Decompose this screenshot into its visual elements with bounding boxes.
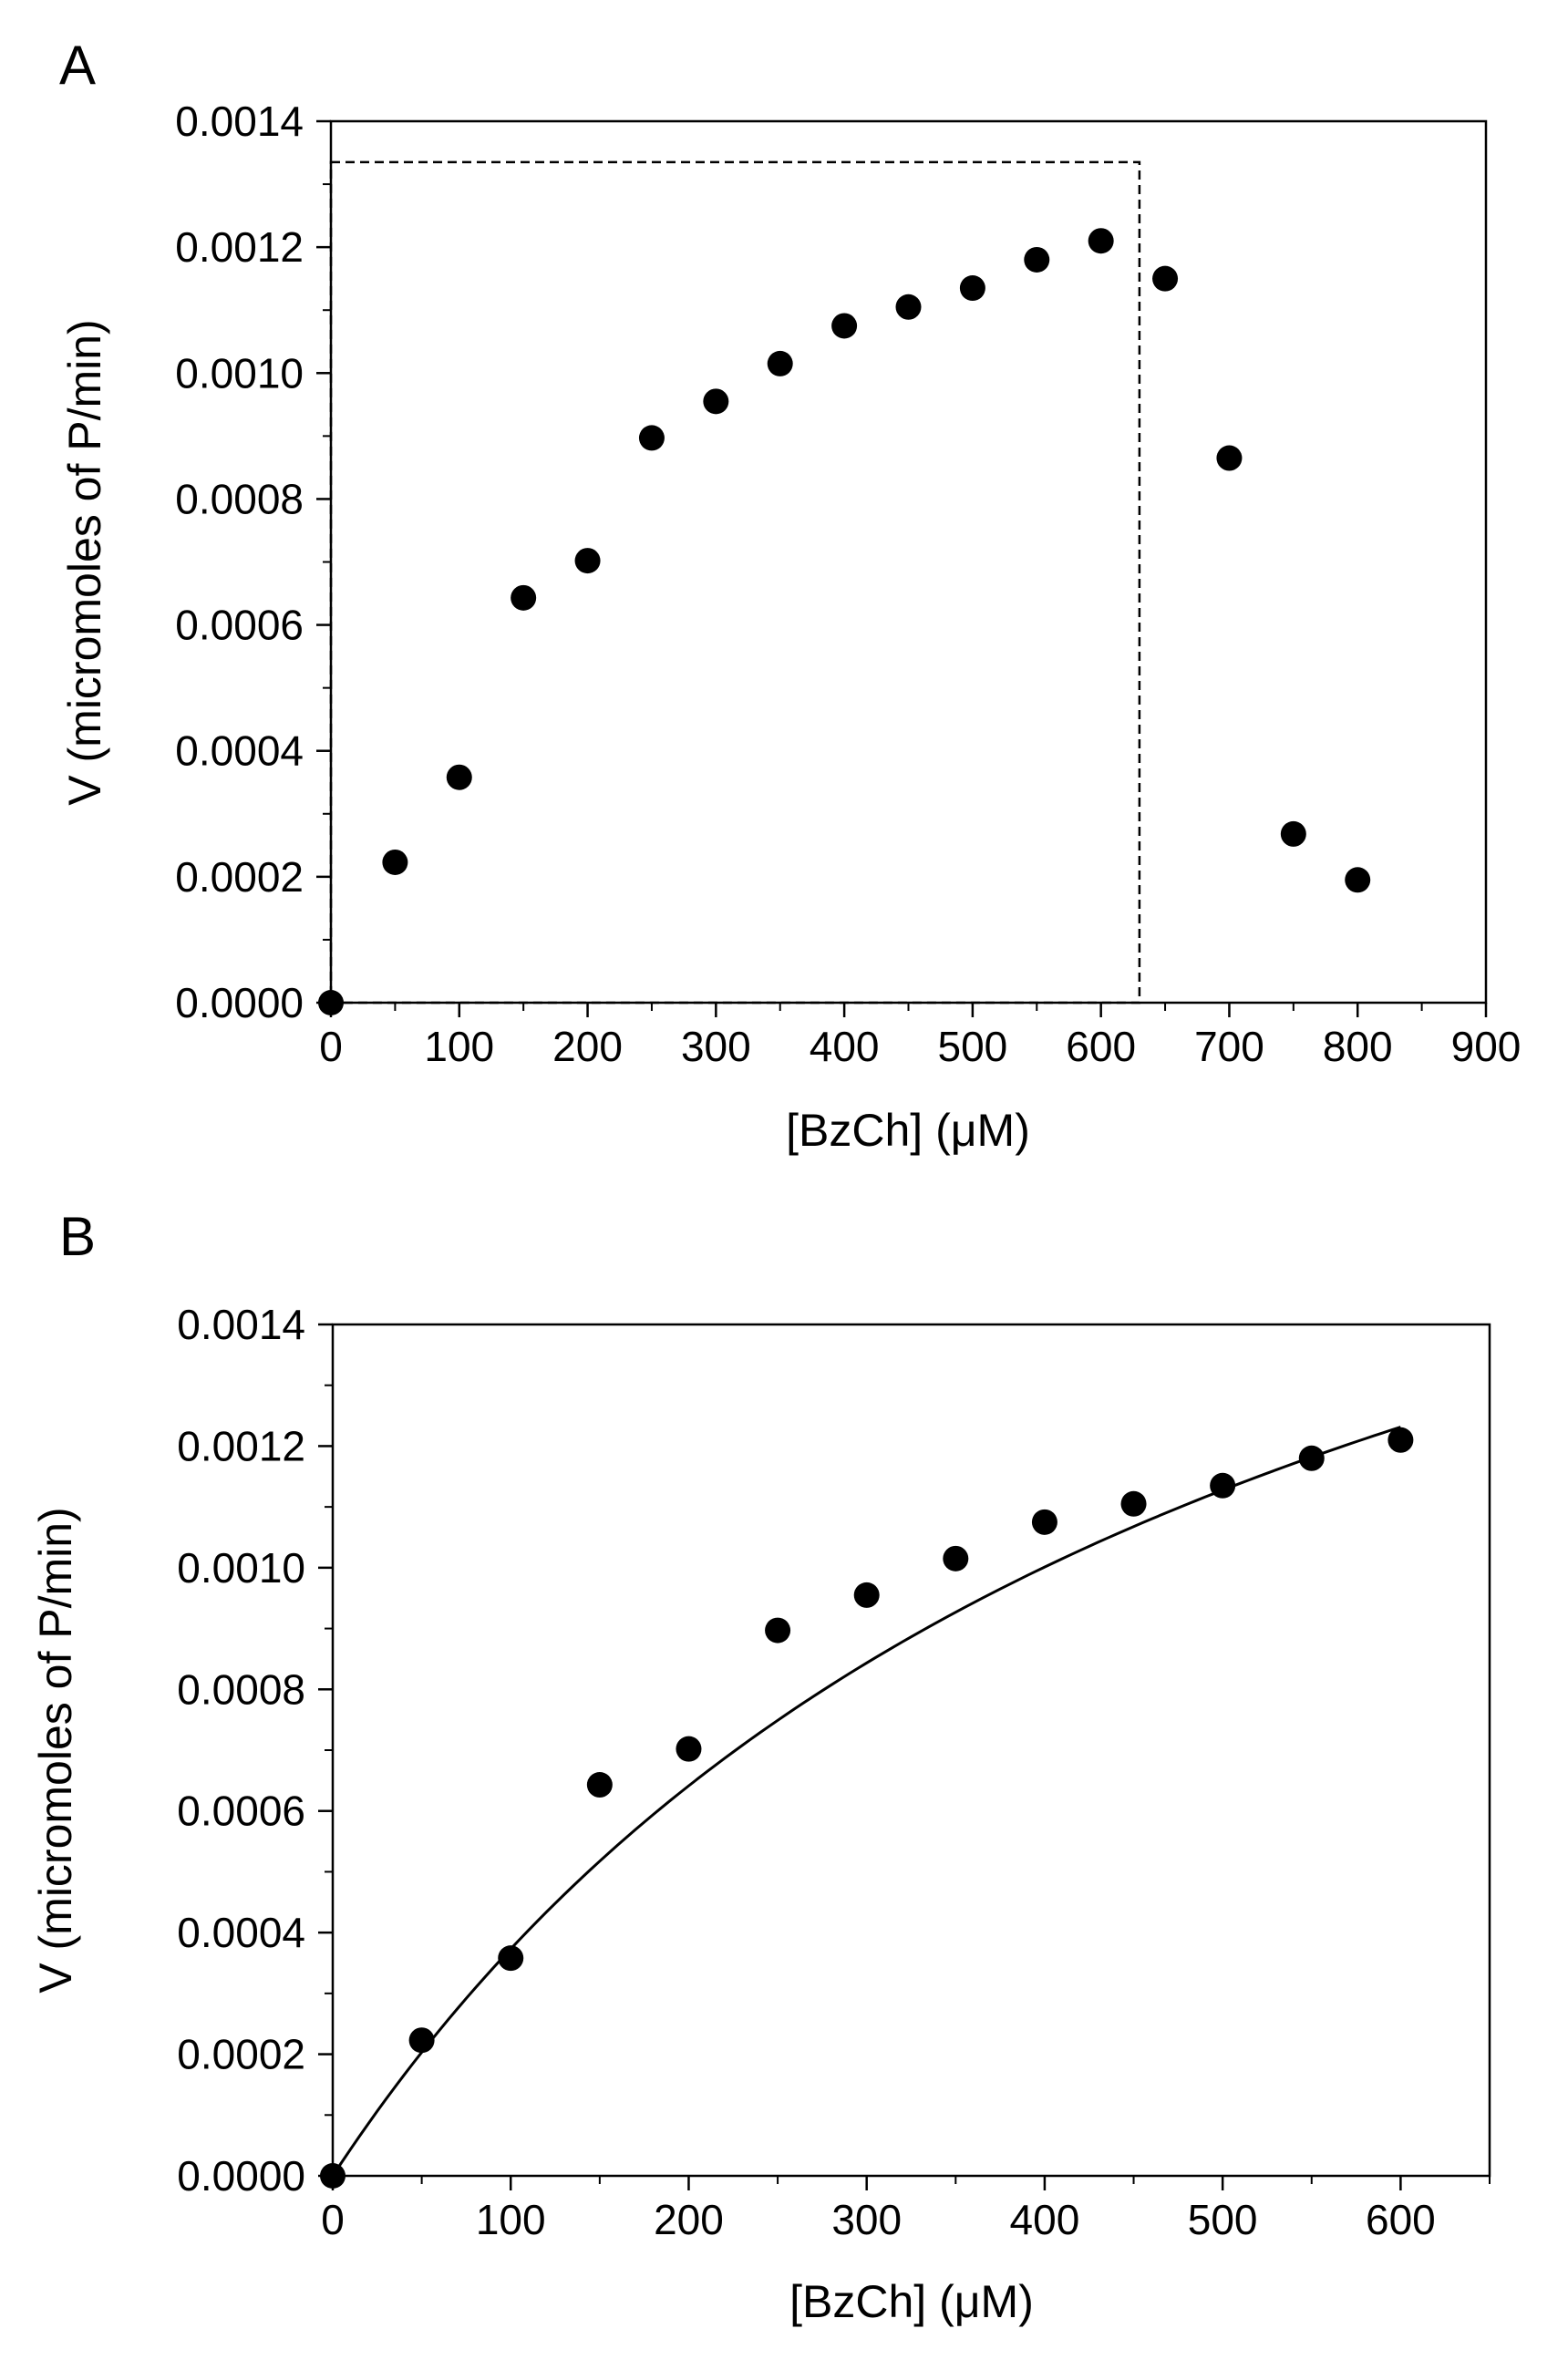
panel-a-y-axis-label: V (micromoles of P/min) — [59, 319, 110, 805]
panel-a-x-tick-label: 300 — [681, 1023, 751, 1070]
panel-b-x-tick-label: 0 — [321, 2196, 345, 2243]
panel-a-y-tick-label: 0.0000 — [175, 979, 304, 1026]
panel-b-y-tick-label: 0.0010 — [177, 1544, 305, 1592]
panel-a-data-point — [1088, 228, 1114, 254]
panel-b-x-tick-label: 200 — [654, 2196, 724, 2243]
panel-b-data-point — [676, 1736, 702, 1762]
panel-b-y-tick-label: 0.0008 — [177, 1665, 305, 1713]
panel-b-x-axis-label: [BzCh] (μM) — [789, 2276, 1034, 2327]
panel-b-y-tick-label: 0.0006 — [177, 1788, 305, 1835]
panel-b-data-point — [765, 1617, 791, 1644]
panel-b-data-point — [408, 2027, 435, 2054]
panel-a-data-point — [1345, 867, 1371, 893]
panel-b-data-point — [320, 2163, 346, 2189]
panel-a-ticks — [316, 119, 1488, 1017]
panel-a-data-point — [382, 849, 408, 875]
panel-b-fit-curve — [331, 1426, 1401, 2177]
panel-a-zoom-region-box — [329, 160, 1141, 1005]
panel-a-y-tick-labels: 0.0000 0.0002 0.0004 0.0006 0.0008 0.0010 0.00… — [175, 98, 304, 1026]
panel-a-letter: A — [59, 35, 96, 96]
panel-b-data-point — [586, 1772, 613, 1798]
panel-a-y-tick-label: 0.0014 — [175, 98, 304, 145]
panel-b-y-tick-label: 0.0000 — [177, 2152, 305, 2200]
panel-b-y-tick-label: 0.0014 — [177, 1301, 305, 1348]
panel-b-y-axis-label: V (micromoles of P/min) — [30, 1507, 81, 1993]
panel-a-data-point — [446, 764, 472, 790]
panel-a-chart: A 0 100 200 300 400 500 600 700 800 900 0.00000.0… — [59, 35, 1521, 1156]
panel-a-y-tick-label: 0.0010 — [175, 349, 304, 397]
panel-a-data-point — [511, 584, 537, 611]
panel-b-x-tick-label: 500 — [1188, 2196, 1258, 2243]
panel-b-x-tick-label: 400 — [1010, 2196, 1080, 2243]
panel-b-chart: B 0 100 200 300 400 500 600 0.0000 0.0002 0.0004… — [30, 1206, 1491, 2327]
panel-a-x-tick-label: 700 — [1194, 1023, 1264, 1070]
panel-a-x-tick-label: 400 — [810, 1023, 880, 1070]
panel-b-y-tick-label: 0.0012 — [177, 1422, 305, 1469]
panel-a-y-tick-label: 0.0004 — [175, 727, 304, 775]
panel-a-data-point — [831, 313, 858, 339]
panel-b-data-point — [1120, 1490, 1147, 1517]
panel-a-y-tick-label: 0.0006 — [175, 602, 304, 649]
panel-b-data-point — [1031, 1509, 1057, 1535]
panel-a-data-point — [767, 350, 793, 376]
panel-b-y-tick-label: 0.0002 — [177, 2031, 305, 2078]
panel-b-y-tick-labels: 0.0000 0.0002 0.0004 0.0006 0.0008 0.0010 0.00… — [177, 1301, 305, 2200]
panel-a-y-tick-label: 0.0002 — [175, 853, 304, 901]
panel-b-data-point — [853, 1582, 880, 1608]
panel-b-x-tick-label: 600 — [1366, 2196, 1436, 2243]
panel-b-ticks — [318, 1323, 1491, 2190]
panel-b-x-tick-label: 300 — [831, 2196, 902, 2243]
panel-b-data-point — [1387, 1427, 1414, 1453]
panel-a-plot-frame — [329, 119, 1488, 1005]
panel-a-y-tick-label: 0.0012 — [175, 223, 304, 271]
panel-a-x-axis-label: [BzCh] (μM) — [786, 1105, 1030, 1156]
panel-a-x-tick-label: 800 — [1323, 1023, 1393, 1070]
panel-a-x-tick-label: 600 — [1066, 1023, 1136, 1070]
panel-a-data-point — [703, 388, 729, 415]
panel-b-letter: B — [59, 1206, 96, 1267]
panel-b-data-point — [498, 1945, 524, 1972]
panel-b-data-point — [1210, 1472, 1236, 1499]
panel-b-x-tick-labels: 0 100 200 300 400 500 600 — [321, 2196, 1436, 2243]
panel-a-data-point — [959, 275, 985, 302]
panel-a-x-tick-label: 500 — [938, 1023, 1008, 1070]
panel-a-x-tick-label: 900 — [1451, 1023, 1522, 1070]
panel-a-x-tick-label: 100 — [424, 1023, 494, 1070]
panel-a-x-tick-label: 200 — [552, 1023, 623, 1070]
panel-a-x-tick-labels: 0 100 200 300 400 500 600 700 800 900 — [319, 1023, 1521, 1070]
panel-a-data-point — [895, 294, 922, 320]
panel-a-y-tick-label: 0.0008 — [175, 475, 304, 522]
panel-a-data-point — [1280, 820, 1306, 847]
panel-a-data-point — [574, 548, 601, 574]
panel-a-data-point — [638, 425, 665, 451]
panel-a-x-tick-label: 0 — [319, 1023, 343, 1070]
panel-b-data-point — [943, 1545, 969, 1571]
panel-b-data-point — [1298, 1445, 1325, 1471]
panel-b-x-tick-label: 100 — [476, 2196, 546, 2243]
panel-a-data-point — [1216, 445, 1243, 471]
panel-a-data-point — [318, 990, 344, 1015]
panel-a-data-points — [318, 228, 1371, 1015]
panel-b-data-points — [320, 1427, 1414, 2189]
panel-b-y-tick-label: 0.0004 — [177, 1909, 305, 1956]
panel-a-data-point — [1024, 246, 1050, 273]
panel-a-data-point — [1152, 265, 1179, 292]
